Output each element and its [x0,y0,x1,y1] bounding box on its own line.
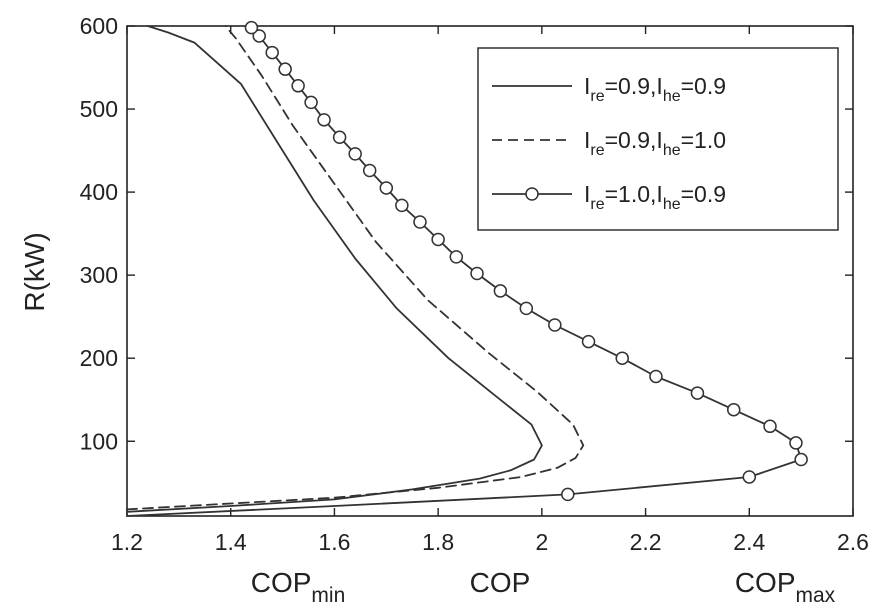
series-3-point [794,452,808,467]
y-tick-label: 100 [80,428,118,454]
legend-label-text: =1.0,I [605,181,663,207]
x-axis-title-main: COP [735,567,796,598]
series-2-line [126,25,585,511]
legend-label-1: Ire=0.9,Ihe=0.9 [584,73,726,105]
y-tick-label: 600 [80,13,118,39]
legend-label-subscript: he [663,196,681,213]
series-3-point [332,130,347,145]
y-tick-label: 500 [80,96,118,122]
series-3-point [561,487,575,502]
series-3-point [615,351,629,365]
legend-label-3: Ire=1.0,Ihe=0.9 [584,181,726,213]
series-3-point [470,266,484,281]
x-axis-ticks: 1.2 1.4 1.6 1.8 2 2.2 2.4 2.6 [111,26,869,555]
series-3-point [649,369,663,384]
series-3-point [317,113,331,127]
x-tick-label: 1.6 [318,529,350,555]
y-tick-label: 200 [80,345,118,371]
x-tick-label: 2.2 [630,529,662,555]
legend-label-subscript: he [663,142,681,159]
series-3-point [252,29,266,43]
legend: Ire=0.9,Ihe=0.9Ire=0.9,Ihe=1.0Ire=1.0,Ih… [477,47,839,231]
legend-label-subscript: re [590,142,604,159]
series-3-point [690,386,705,400]
legend-box [477,47,839,231]
series-3-point [278,62,292,76]
x-tick-label: 2.4 [733,529,765,555]
legend-label-text: I [584,73,590,99]
series-3-point [348,147,362,161]
x-axis-title-subscript: min [311,584,345,607]
legend-label-text: =1.0 [681,127,726,153]
series-3-point [431,232,445,247]
series-3-point [265,45,279,60]
legend-swatch-marker [525,187,539,201]
x-axis-title-main: COP [470,567,531,598]
x-axis-title: COPmin COP COPmax [251,567,836,607]
legend-label-text: =0.9,I [605,127,663,153]
series-3-point [742,470,757,484]
series-1-line [126,25,543,513]
series-3-point [581,334,596,349]
x-tick-label: 1.2 [111,529,143,555]
series-3-point [304,95,318,110]
series-3-point [763,419,777,434]
legend-label-text: =0.9 [681,73,726,99]
legend-label-subscript: re [590,88,604,105]
legend-label-text: =0.9 [681,181,726,207]
x-axis-title-subscript: max [796,584,836,607]
plot-area-frame [126,25,854,517]
y-axis-ticks: 100 200 300 400 500 600 [80,13,853,454]
x-axis-title-main: COP [251,567,312,598]
legend-label-text: =0.9,I [605,73,663,99]
series-3-point [493,284,508,298]
series-layer [126,20,808,517]
x-axis-title-part: COPmax [735,567,836,607]
legend-label-text: I [584,127,590,153]
y-tick-label: 400 [80,179,118,205]
legend-label-text: I [584,181,590,207]
series-3-point [726,402,741,417]
x-tick-label: 1.8 [422,529,454,555]
series-3-point [291,79,305,93]
series-3-point [362,163,377,178]
series-3-point [244,20,259,35]
y-tick-label: 300 [80,262,118,288]
series-3-point [395,198,409,213]
legend-label-subscript: re [590,196,604,213]
x-tick-label: 2.6 [837,529,869,555]
series-3-point [413,215,427,229]
legend-label-subscript: he [663,88,681,105]
x-axis-title-part: COP [470,567,531,598]
x-axis-title-part: COPmin [251,567,346,607]
series-3-point [449,250,464,264]
legend-items: Ire=0.9,Ihe=0.9Ire=0.9,Ihe=1.0Ire=1.0,Ih… [492,73,726,213]
series-3-point [789,436,803,450]
legend-label-2: Ire=0.9,Ihe=1.0 [584,127,726,159]
series-3-point [548,318,562,332]
y-axis-title: R(kW) [19,232,50,311]
series-3-point [379,181,394,195]
series-3-point [519,301,534,316]
x-tick-label: 1.4 [215,529,247,555]
x-tick-label: 2 [535,529,548,555]
